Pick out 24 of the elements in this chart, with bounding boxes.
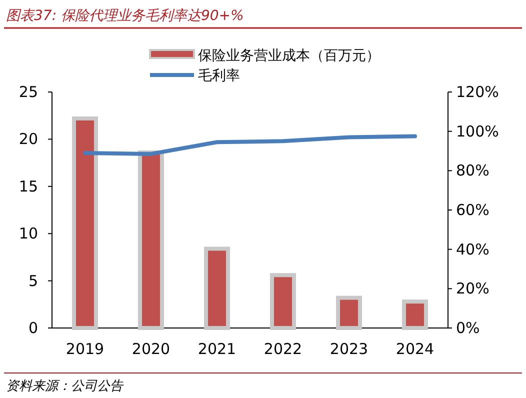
legend-label: 保险业务营业成本（百万元） [198, 48, 380, 64]
y-tick-label: 25 [18, 83, 38, 101]
y2-tick-label: 0% [456, 319, 480, 337]
x-tick-label: 2023 [330, 340, 368, 358]
x-tick-label: 2024 [396, 340, 434, 358]
chart-title: 图表37: 保险代理业务毛利率达90+% [6, 8, 244, 24]
y-tick-label: 5 [28, 272, 38, 290]
y2-tick-label: 80% [456, 162, 490, 180]
line-series [83, 134, 417, 156]
y2-tick-label: 120% [456, 83, 499, 101]
y2-tick-label: 100% [456, 122, 499, 140]
text: 资料来源：公司公告 [6, 379, 124, 394]
x-tick-label: 2022 [264, 340, 302, 358]
y-tick-label: 0 [28, 319, 38, 337]
legend-label: 毛利率 [198, 68, 240, 84]
y2-tick-label: 20% [456, 280, 490, 298]
y2-tick-label: 40% [456, 240, 490, 258]
x-tick-label: 2020 [132, 340, 170, 358]
x-tick-label: 2021 [198, 340, 236, 358]
y-tick-label: 20 [18, 130, 38, 148]
y-tick-label: 15 [18, 177, 38, 196]
y-tick-label: 10 [18, 224, 38, 243]
y2-tick-label: 60% [456, 201, 490, 219]
x-tick-label: 2019 [66, 340, 104, 358]
